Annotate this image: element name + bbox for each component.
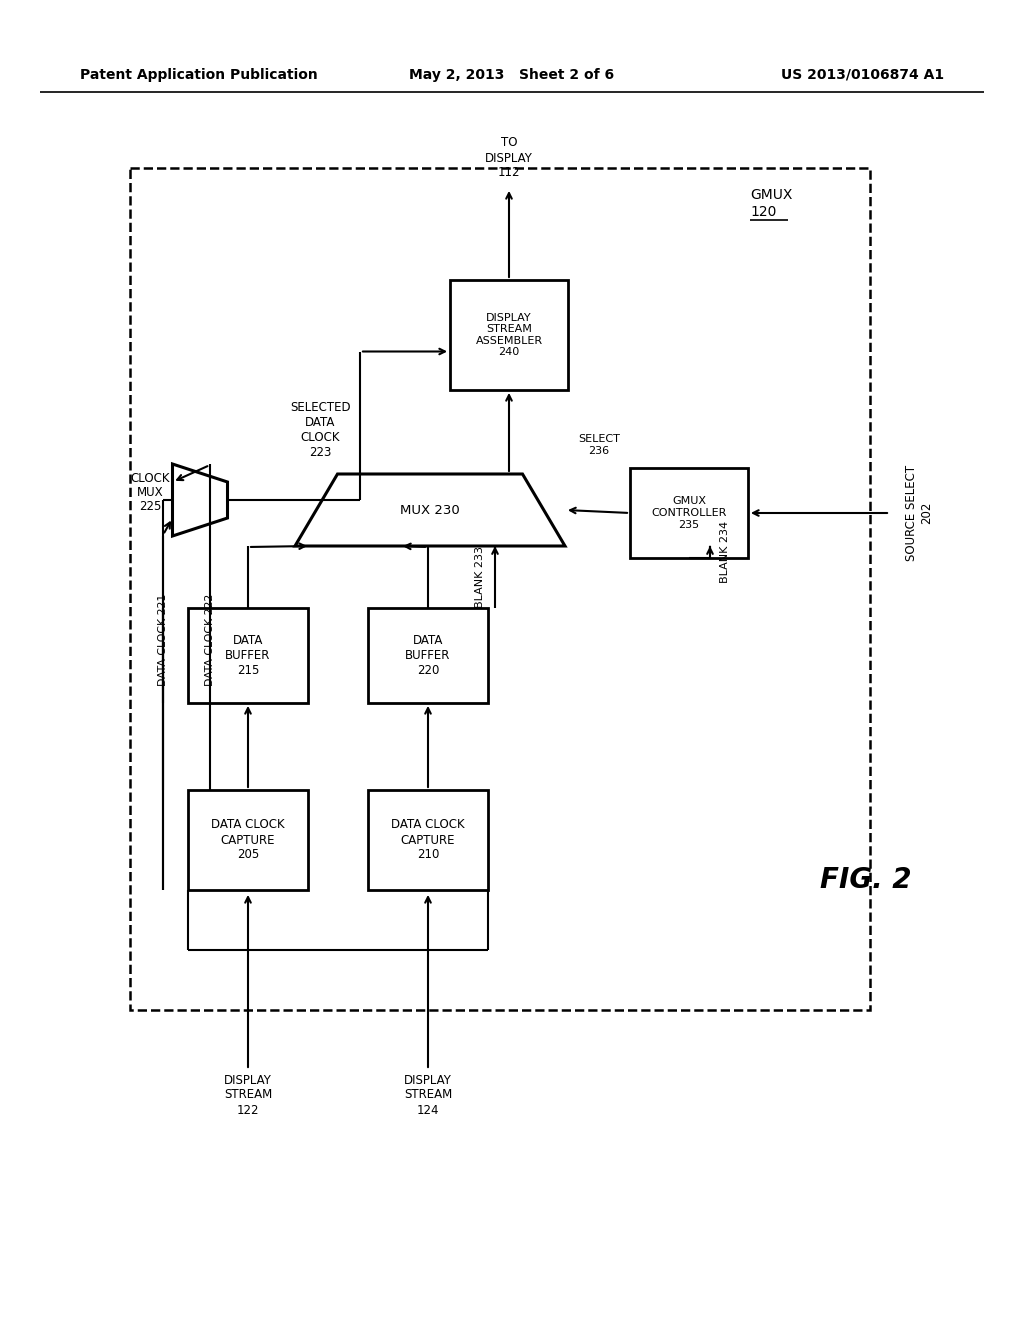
Text: BLANK 233: BLANK 233 bbox=[475, 546, 485, 609]
Text: DATA
BUFFER
215: DATA BUFFER 215 bbox=[225, 634, 270, 677]
Text: SELECT
236: SELECT 236 bbox=[579, 434, 620, 455]
Text: US 2013/0106874 A1: US 2013/0106874 A1 bbox=[781, 69, 944, 82]
Text: FIG. 2: FIG. 2 bbox=[820, 866, 911, 894]
Bar bbox=[630, 469, 748, 558]
Polygon shape bbox=[295, 474, 565, 546]
Bar bbox=[368, 609, 488, 704]
Bar bbox=[450, 280, 568, 389]
Text: Patent Application Publication: Patent Application Publication bbox=[80, 69, 317, 82]
Text: DATA CLOCK 221: DATA CLOCK 221 bbox=[158, 594, 168, 686]
Text: GMUX: GMUX bbox=[750, 187, 793, 202]
Text: SELECTED
DATA
CLOCK
223: SELECTED DATA CLOCK 223 bbox=[290, 401, 350, 459]
Text: May 2, 2013   Sheet 2 of 6: May 2, 2013 Sheet 2 of 6 bbox=[410, 69, 614, 82]
Text: CLOCK: CLOCK bbox=[130, 471, 170, 484]
Text: SOURCE SELECT
202: SOURCE SELECT 202 bbox=[905, 465, 933, 561]
Text: 225: 225 bbox=[139, 499, 161, 512]
Text: BLANK 234: BLANK 234 bbox=[720, 521, 730, 583]
Text: MUX: MUX bbox=[136, 486, 163, 499]
Polygon shape bbox=[172, 465, 227, 536]
Text: 120: 120 bbox=[750, 205, 776, 219]
Bar bbox=[130, 168, 870, 1010]
Bar bbox=[188, 789, 308, 890]
Text: DATA CLOCK
CAPTURE
210: DATA CLOCK CAPTURE 210 bbox=[391, 818, 465, 862]
Text: DISPLAY
STREAM
122: DISPLAY STREAM 122 bbox=[224, 1073, 272, 1117]
Text: DATA CLOCK
CAPTURE
205: DATA CLOCK CAPTURE 205 bbox=[211, 818, 285, 862]
Text: DISPLAY
STREAM
ASSEMBLER
240: DISPLAY STREAM ASSEMBLER 240 bbox=[475, 313, 543, 358]
Bar bbox=[188, 609, 308, 704]
Text: DISPLAY
STREAM
124: DISPLAY STREAM 124 bbox=[403, 1073, 453, 1117]
Text: MUX 230: MUX 230 bbox=[400, 503, 460, 516]
Bar bbox=[368, 789, 488, 890]
Text: DATA CLOCK 222: DATA CLOCK 222 bbox=[205, 594, 215, 686]
Text: TO
DISPLAY
112: TO DISPLAY 112 bbox=[485, 136, 532, 180]
Text: DATA
BUFFER
220: DATA BUFFER 220 bbox=[406, 634, 451, 677]
Text: GMUX
CONTROLLER
235: GMUX CONTROLLER 235 bbox=[651, 496, 727, 529]
